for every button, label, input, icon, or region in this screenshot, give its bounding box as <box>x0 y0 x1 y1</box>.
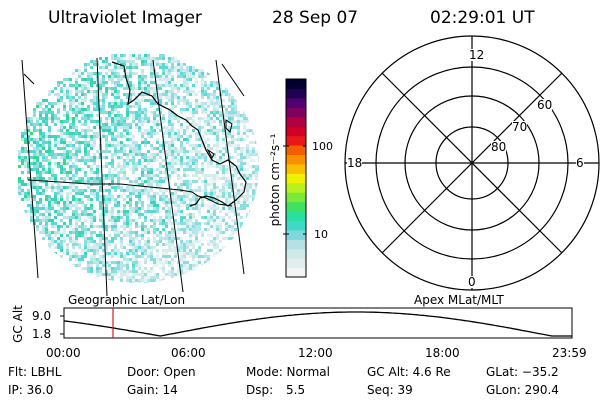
timeline-tick-0600: 06:00 <box>171 346 206 360</box>
colorbar-segment <box>286 97 306 108</box>
filter-info: Flt: LBHL <box>8 365 62 379</box>
colorbar-segment <box>286 88 306 99</box>
timeline-y-low: 1.8 <box>32 327 52 341</box>
right-panel-label: Apex MLat/MLT <box>414 293 504 307</box>
dsp-label: Dsp: <box>246 383 274 397</box>
mlt-label-18: 18 <box>347 156 363 170</box>
timeline-tick-2359: 23:59 <box>552 346 587 360</box>
left-panel-label: Geographic Lat/Lon <box>68 293 186 307</box>
date-label: 28 Sep 07 <box>272 8 359 28</box>
colorbar-segment <box>286 163 306 174</box>
colorbar-segment <box>286 239 306 250</box>
dsp-value: 5.5 <box>286 383 306 397</box>
mlat-label-70: 70 <box>512 120 528 134</box>
instrument-title: Ultraviolet Imager <box>48 8 202 28</box>
mode-info: Mode: Normal <box>246 365 330 379</box>
colorbar-segment <box>286 220 306 231</box>
mlt-label-12: 12 <box>469 48 485 62</box>
colorbar-segment <box>286 258 306 269</box>
timeline-y-high: 9.0 <box>32 309 52 323</box>
gain-info: Gain: 14 <box>127 383 178 397</box>
mlt-diag-2 <box>381 72 563 254</box>
colorbar-segment <box>286 173 306 184</box>
timeline-ylabel: GC Alt <box>11 305 25 343</box>
colorbar-segment <box>286 135 306 146</box>
mlt-label-6: 6 <box>576 156 584 170</box>
time-label: 02:29:01 UT <box>430 8 535 28</box>
timeline-tick-1200: 12:00 <box>298 346 333 360</box>
coastline <box>111 61 247 207</box>
glon-info: GLon: 290.4 <box>486 383 559 397</box>
colorbar-segment <box>286 267 306 278</box>
colorbar-segment <box>286 229 306 240</box>
mlt-label-0: 0 <box>468 275 476 289</box>
colorbar-segment <box>286 116 306 127</box>
altitude-curve <box>63 311 572 337</box>
glat-info: GLat: −35.2 <box>486 365 559 379</box>
colorbar-tick-label-10: 10 <box>314 228 328 241</box>
colorbar-tick-label-100: 100 <box>312 140 333 153</box>
seq-info: Seq: 39 <box>367 383 413 397</box>
door-info: Door: Open <box>127 365 196 379</box>
ip-info: IP: 36.0 <box>8 383 54 397</box>
timeline-tick-1800: 18:00 <box>425 346 460 360</box>
mlat-label-60: 60 <box>537 98 553 112</box>
colorbar-segment <box>286 211 306 222</box>
timeline-tick-0000: 00:00 <box>46 346 81 360</box>
colorbar-segment <box>286 192 306 203</box>
colorbar-segment <box>286 248 306 259</box>
gc-alt-info: GC Alt: 4.6 Re <box>367 365 451 379</box>
colorbar-segment <box>286 107 306 118</box>
colorbar-segment <box>286 145 306 156</box>
geographic-gridlines <box>21 57 245 297</box>
colorbar-segment <box>286 79 306 90</box>
colorbar-segment <box>286 126 306 137</box>
colorbar-segment <box>286 182 306 193</box>
border-line <box>27 179 233 207</box>
colorbar-segment <box>286 201 306 212</box>
colorbar-segment <box>286 154 306 165</box>
mlat-label-80: 80 <box>491 140 507 154</box>
